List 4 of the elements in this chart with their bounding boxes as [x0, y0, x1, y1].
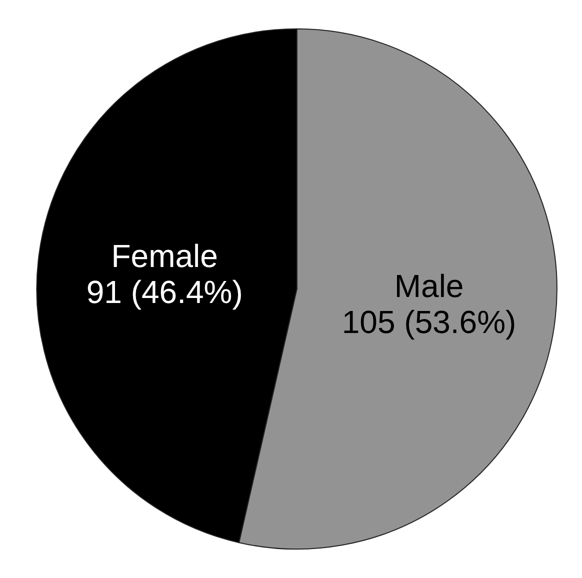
- slice-label: Male: [394, 268, 464, 304]
- data-label: 105 (53.6%): [342, 304, 516, 340]
- data-label: 91 (46.4%): [86, 274, 243, 310]
- slice-label: Female: [111, 238, 218, 274]
